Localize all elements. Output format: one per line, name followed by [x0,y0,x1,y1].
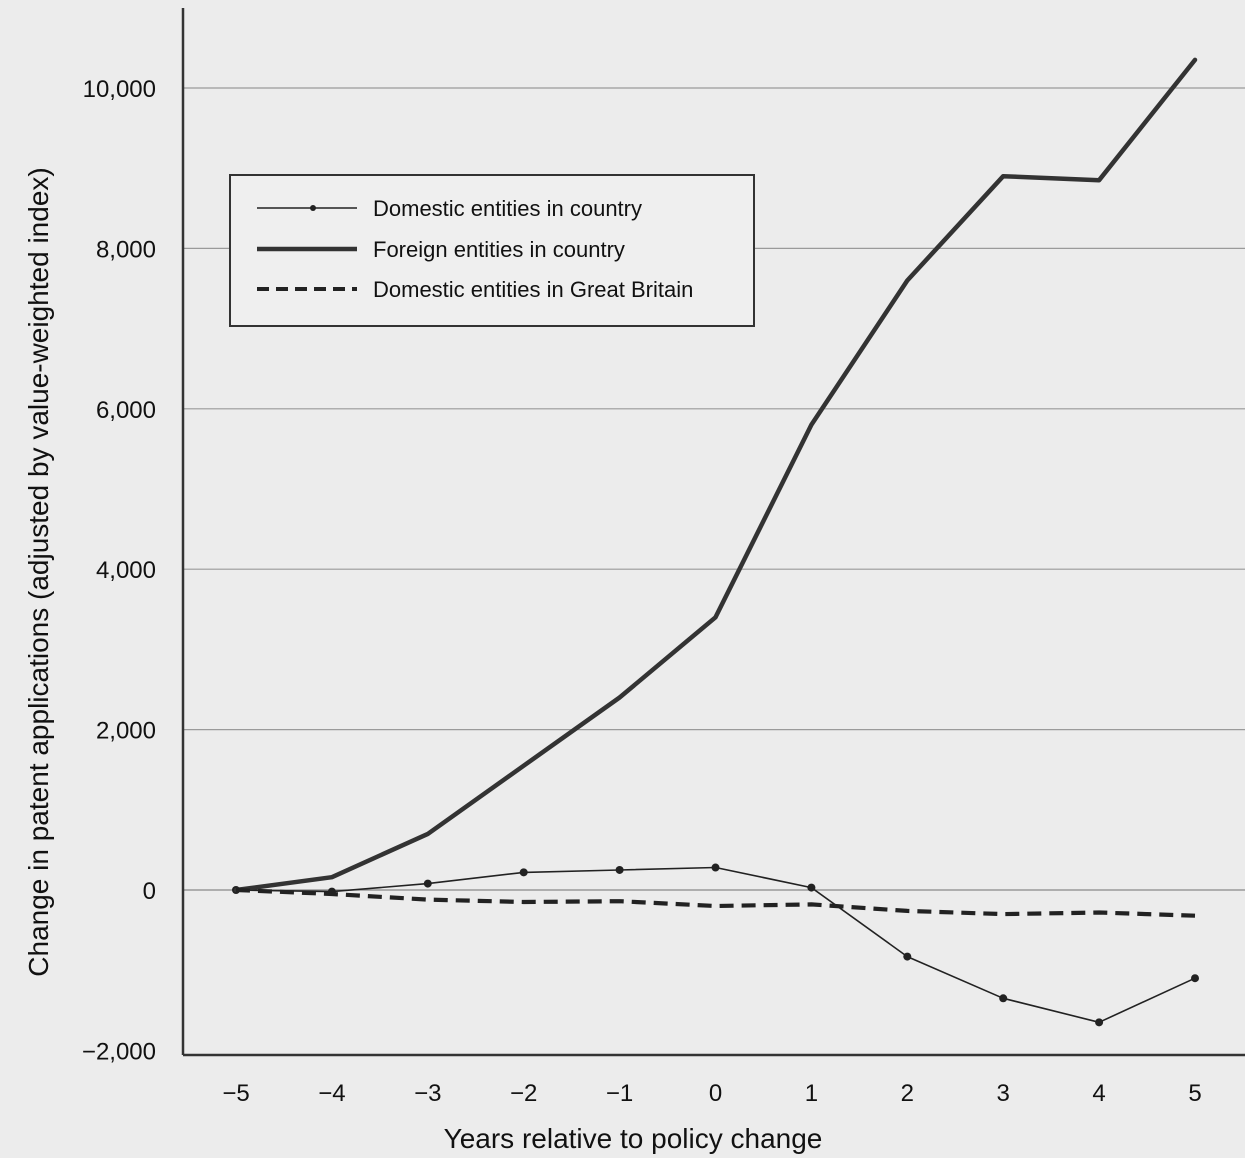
data-point [807,883,816,892]
x-tick-labels: −5 −4 −3 −2 −1 0 1 2 3 4 5 [222,1080,1201,1107]
y-tick-label: 10,000 [83,76,156,103]
y-tick-labels: −2,000 0 2,000 4,000 6,000 8,000 10,000 [82,76,156,1065]
y-tick-label: 8,000 [96,236,156,263]
axes [181,8,1245,1057]
y-tick-label: 4,000 [96,557,156,584]
data-point [423,879,432,888]
data-point [615,865,624,874]
y-tick-label: 2,000 [96,718,156,745]
x-tick-label: −5 [222,1080,249,1107]
series-lines [232,57,1199,1027]
x-tick-label: −3 [414,1080,441,1107]
x-tick-label: 4 [1092,1080,1105,1107]
x-tick-label: 2 [901,1080,914,1107]
legend-label-great-britain: Domestic entities in Great Britain [373,277,693,302]
series-line-foreign-entities-in-country [233,57,1198,893]
data-point [519,868,528,877]
legend-label-domestic: Domestic entities in country [373,196,642,221]
data-point [1191,974,1199,983]
x-tick-label: −4 [318,1080,345,1107]
x-tick-label: 5 [1188,1080,1201,1107]
legend-marker-domestic [310,205,316,211]
data-point [711,863,720,872]
data-point [1095,1018,1104,1027]
y-tick-label: 0 [143,878,156,905]
data-point [903,952,912,961]
y-tick-label: −2,000 [82,1038,156,1065]
x-axis-title: Years relative to policy change [444,1123,823,1154]
legend-label-foreign: Foreign entities in country [373,237,625,262]
y-axis-title: Change in patent applications (adjusted … [23,167,54,976]
series-line-domestic-entities-in-country [235,866,1196,1024]
data-point [999,994,1008,1003]
x-tick-label: 1 [805,1080,818,1107]
x-tick-label: 0 [709,1080,722,1107]
legend: Domestic entities in country Foreign ent… [229,174,755,327]
x-tick-label: −2 [510,1080,537,1107]
x-tick-label: 3 [997,1080,1010,1107]
series-line-domestic-entities-in-great-britain [235,887,1196,918]
y-tick-label: 6,000 [96,397,156,424]
x-tick-label: −1 [606,1080,633,1107]
